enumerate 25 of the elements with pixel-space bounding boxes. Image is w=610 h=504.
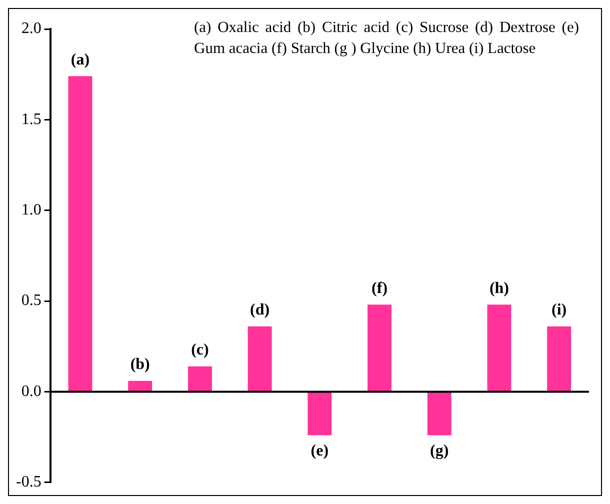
- x-tick-label: (e): [310, 442, 329, 460]
- bar: [68, 76, 92, 391]
- y-tick-label: 2.0: [21, 20, 42, 38]
- x-tick-label: (a): [70, 51, 90, 68]
- y-tick-label: 0.5: [21, 292, 42, 310]
- annotation: (a) Oxalic acid (b) Citric acid (c) Sucrose (d) Dextrose (e) Gum acacia (f) Starch (g ) Glycine (h) Urea (i) Lactose: [194, 18, 579, 59]
- bar: [248, 326, 272, 391]
- x-tick-label: (c): [191, 341, 209, 358]
- x-tick-label: (h): [489, 280, 510, 297]
- bar: [427, 392, 452, 436]
- bar: [308, 392, 332, 436]
- bar: [368, 304, 392, 391]
- bar: [128, 380, 152, 391]
- x-tick-label: (f): [372, 280, 388, 297]
- bar: [188, 366, 212, 391]
- y-tick-label: 0.0: [21, 382, 42, 400]
- y-tick-label: -0.5: [16, 474, 42, 491]
- y-tick-label: 1.5: [21, 110, 42, 128]
- bar: [547, 326, 572, 391]
- x-tick-label: (d): [250, 302, 270, 319]
- bar: [487, 304, 512, 391]
- y-tick-label: 1.0: [21, 202, 42, 219]
- x-tick-label: (b): [130, 356, 150, 373]
- x-tick-label: (i): [552, 302, 567, 319]
- x-tick-label: (g): [430, 442, 449, 460]
